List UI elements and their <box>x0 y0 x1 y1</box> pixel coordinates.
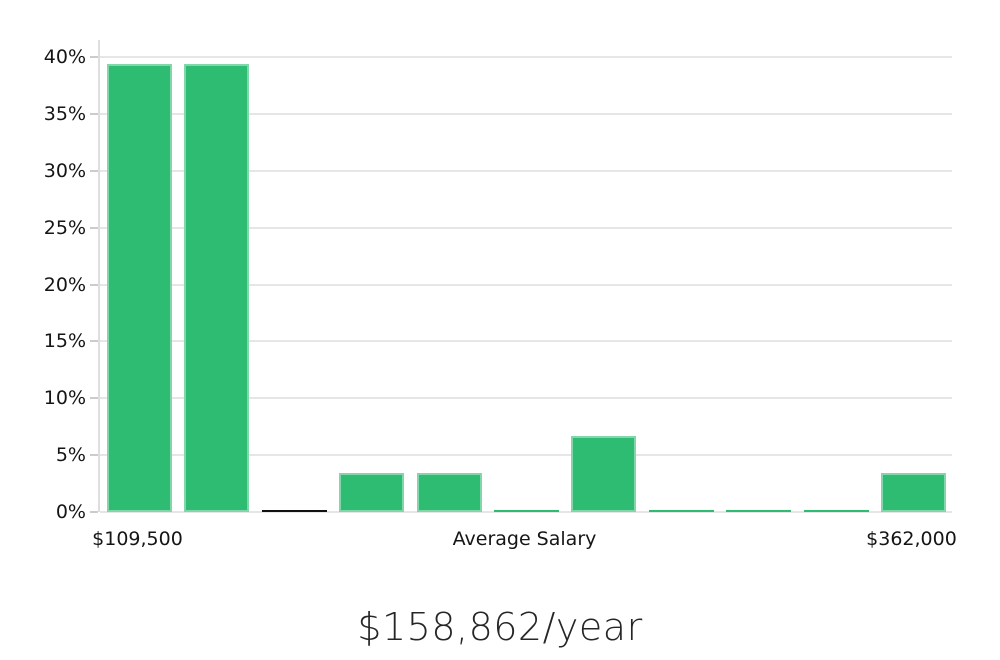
bar <box>184 63 250 512</box>
y-axis-tick <box>90 169 98 172</box>
y-axis-tick <box>90 340 98 343</box>
bar <box>107 63 172 512</box>
x-axis-label: $362,000 <box>866 528 957 550</box>
gridline <box>100 511 952 513</box>
y-axis-label: 30% <box>43 159 86 182</box>
bar <box>726 510 792 512</box>
y-axis-tick <box>90 226 98 229</box>
gridline <box>100 454 952 457</box>
y-axis-tick <box>90 283 98 286</box>
y-axis-label: 20% <box>43 273 86 296</box>
gridline <box>100 226 952 229</box>
bar <box>803 510 869 512</box>
bar <box>881 473 946 512</box>
gridline <box>100 397 952 400</box>
y-axis-label: 40% <box>43 46 86 68</box>
bar-highlighted <box>261 509 327 512</box>
y-axis-label: 5% <box>55 444 86 467</box>
y-axis-tick <box>90 112 98 115</box>
bar <box>494 510 559 512</box>
gridline <box>100 112 952 115</box>
x-axis-label: Average Salary <box>452 528 597 550</box>
bar <box>648 510 714 512</box>
y-axis-tick <box>90 511 98 513</box>
gridline <box>100 56 952 58</box>
x-axis-label: $109,500 <box>92 528 183 550</box>
y-axis-tick <box>90 56 98 58</box>
y-axis-label: 10% <box>43 387 86 410</box>
y-axis-label: 0% <box>55 501 86 523</box>
gridline <box>100 169 952 172</box>
y-axis-label: 15% <box>43 330 86 353</box>
bar <box>571 435 637 512</box>
bar <box>339 473 405 512</box>
y-axis-label: 25% <box>43 216 86 239</box>
y-axis-tick <box>90 454 98 457</box>
bar <box>416 473 482 512</box>
gridline <box>100 283 952 286</box>
y-axis-label: 35% <box>43 102 86 125</box>
y-axis-tick <box>90 397 98 400</box>
chart-title: $158,862/year <box>357 605 643 649</box>
gridline <box>100 340 952 343</box>
plot-area <box>98 40 952 513</box>
